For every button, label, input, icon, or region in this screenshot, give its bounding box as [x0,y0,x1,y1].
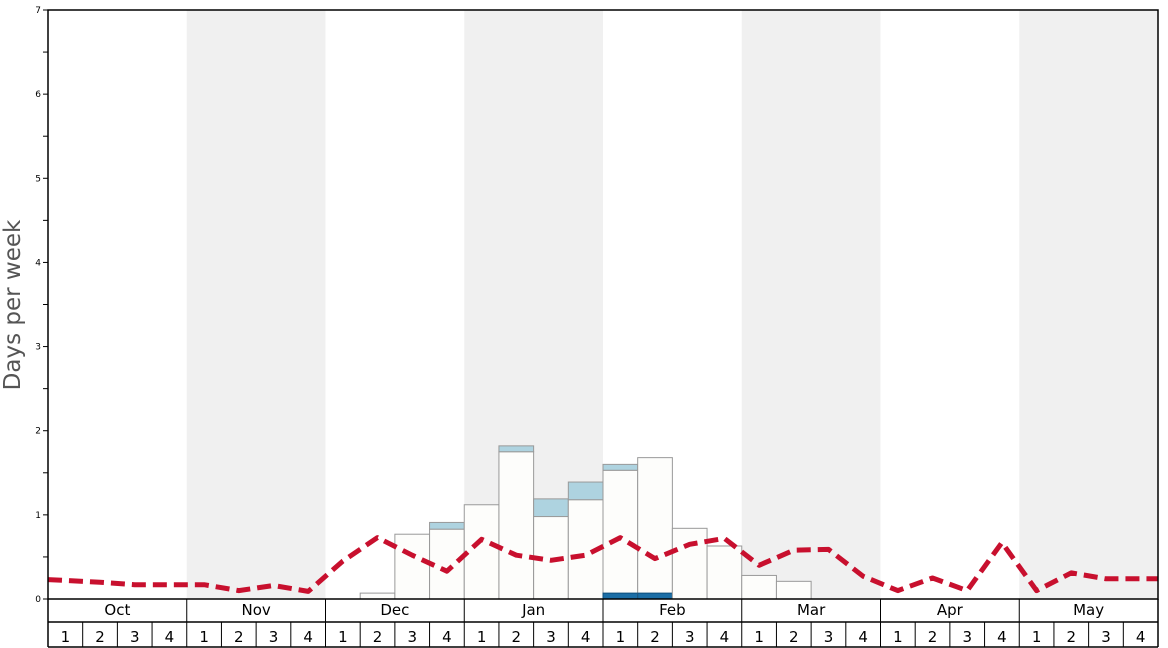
week-label: 3 [130,628,140,646]
month-shading [186,10,1158,599]
month-label-apr: Apr [937,601,964,619]
y-tick-label: 5 [35,174,41,184]
y-axis: 0 1 2 3 4 5 6 7 [35,6,48,605]
y-tick-label: 0 [35,595,41,605]
y-tick-label: 2 [35,427,41,437]
bar-stack-13 [498,445,535,453]
bar-stack-16 [602,463,639,471]
y-tick-label: 7 [35,6,41,16]
y-tick-label: 1 [35,511,41,521]
week-label: 4 [720,628,730,646]
month-label-nov: Nov [241,601,270,619]
bar-base-17 [637,457,673,600]
average-line-layer [47,535,1158,594]
bar-base-21 [775,580,812,600]
week-label: 2 [95,628,105,646]
month-shade-nov [186,10,326,599]
month-label-oct: Oct [104,601,130,619]
bars [359,445,812,600]
bar-stack-14 [533,498,569,518]
week-label: 3 [962,628,972,646]
week-label: 3 [407,628,417,646]
bar-base-19 [706,545,743,600]
month-shade-mar [741,10,881,599]
week-label: 1 [338,628,348,646]
bar-base-13 [498,451,535,600]
week-label: 1 [199,628,209,646]
week-label: 2 [789,628,799,646]
bar-base-20 [741,574,777,600]
bar-stack-11 [429,521,465,530]
y-axis-label: Days per week [0,219,26,390]
y-tick-label: 4 [35,258,41,268]
bar-dark-16 [602,592,639,600]
week-label: 1 [616,628,626,646]
week-label: 4 [581,628,591,646]
x-axis: Oct 1 2 3 4 Nov 1 2 3 4 Dec 1 2 3 4 Jan 1 2 3 4 Feb 1 2 3 4 Mar 1 2… [47,599,1159,648]
week-label: 2 [650,628,660,646]
y-tick-label: 3 [35,343,41,353]
bar-base-9 [359,592,396,600]
week-label: 4 [1136,628,1146,646]
week-label: 4 [442,628,452,646]
week-label: 3 [546,628,556,646]
bar-base-12 [463,504,500,600]
month-label-jan: Jan [521,601,545,619]
week-label: 1 [893,628,903,646]
week-label: 2 [928,628,938,646]
week-label: 2 [1067,628,1077,646]
week-label: 3 [824,628,834,646]
week-label: 3 [269,628,279,646]
week-label: 2 [234,628,244,646]
month-label-dec: Dec [380,601,409,619]
month-label-feb: Feb [659,601,686,619]
month-label-may: May [1073,601,1104,619]
average-line [47,535,1158,594]
week-label: 2 [512,628,522,646]
week-label: 4 [303,628,313,646]
bar-base-16 [602,469,639,600]
week-label: 4 [858,628,868,646]
bar-base-10 [394,533,431,600]
week-label: 1 [1032,628,1042,646]
month-shade-may [1019,10,1158,599]
month-label-mar: Mar [797,601,826,619]
week-label: 1 [754,628,764,646]
y-tick-label: 6 [35,90,41,100]
bar-stack-15 [567,481,604,501]
week-label: 4 [165,628,175,646]
week-label: 1 [477,628,487,646]
week-label: 3 [685,628,695,646]
bar-dark-17 [637,592,673,600]
week-label: 4 [997,628,1007,646]
week-label: 3 [1101,628,1111,646]
bar-base-18 [671,527,708,600]
week-label: 1 [61,628,71,646]
week-label: 2 [373,628,383,646]
